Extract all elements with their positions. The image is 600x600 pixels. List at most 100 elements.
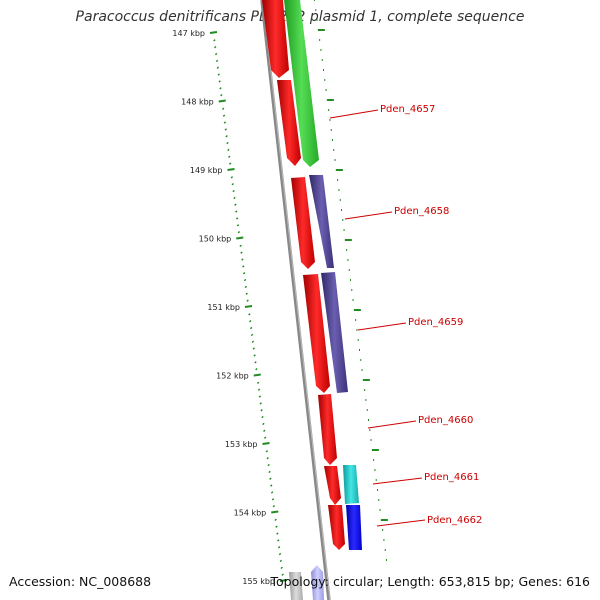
ruler-minor-tick	[240, 251, 243, 254]
ruler-minor-tick	[242, 272, 246, 275]
ruler-minor-tick	[259, 402, 262, 405]
ruler-minor-tick	[274, 518, 277, 522]
forward-strand-genes	[284, 0, 362, 600]
ruler-tick-label: 149 kbp	[190, 166, 223, 175]
ruler-minor-tick	[278, 552, 282, 556]
ruler-major-tick	[244, 305, 253, 308]
ruler-minor-tick	[232, 189, 235, 193]
gene-arrow-red[interactable]	[291, 177, 315, 269]
ruler-minor-tick	[222, 114, 226, 117]
gene-arrow-blue[interactable]	[346, 505, 362, 550]
ruler-minor-tick	[254, 361, 257, 364]
ruler-minor-tick	[250, 333, 254, 337]
ruler-minor-tick	[258, 395, 262, 398]
ruler-minor-tick	[214, 45, 217, 49]
gene-label[interactable]: Pden_4661	[424, 472, 479, 483]
gene-arrow-red[interactable]	[262, 0, 289, 78]
ruler-minor-tick	[270, 484, 273, 487]
ruler-minor-tick	[280, 566, 283, 570]
ruler-minor-tick	[246, 299, 249, 302]
ruler-major-tick	[271, 510, 279, 514]
ruler-minor-tick	[223, 121, 227, 124]
ruler-minor-tick	[272, 504, 276, 508]
ruler-tick-label: 155 kbp	[242, 577, 275, 586]
ruler-minor-tick	[215, 59, 219, 63]
reverse-strand-genes	[262, 0, 345, 600]
ruler-minor-tick	[261, 415, 264, 419]
gene-label[interactable]: Pden_4657	[380, 104, 435, 115]
ruler-minor-tick	[225, 135, 228, 138]
gene-arrow-lightblue[interactable]	[311, 565, 324, 600]
ruler-minor-tick	[249, 319, 252, 323]
gene-arrow-green[interactable]	[284, 0, 319, 167]
ruler-major-tick	[227, 168, 235, 171]
gene-label-group: Pden_4657 Pden_4658 Pden_4659 Pden_4660 …	[329, 104, 482, 527]
ruler-minor-tick	[251, 340, 255, 343]
ruler-tick-label: 151 kbp	[207, 303, 240, 312]
ruler-labels: 147 kbp 148 kbp 149 kbp 150 kbp 151 kbp 152 k…	[172, 29, 275, 586]
position-ruler	[209, 31, 288, 582]
ruler-minor-tick	[270, 491, 274, 494]
ruler-tick-label: 153 kbp	[225, 440, 258, 449]
gene-label[interactable]: Pden_4660	[418, 415, 473, 426]
ruler-minor-tick	[226, 141, 229, 145]
ruler-minor-tick	[256, 381, 260, 385]
ruler-minor-tick	[216, 66, 220, 69]
ruler-minor-tick	[279, 559, 283, 563]
ruler-minor-tick	[269, 477, 272, 480]
ruler-minor-tick	[218, 80, 221, 83]
ruler-minor-tick	[219, 87, 222, 90]
ruler-minor-tick	[224, 128, 227, 131]
gene-arrow-cyan[interactable]	[343, 465, 359, 504]
gene-arrow-purple[interactable]	[321, 272, 348, 393]
ruler-minor-tick	[239, 244, 242, 248]
gene-arrow-red[interactable]	[303, 274, 330, 393]
ruler-minor-tick	[243, 278, 247, 282]
ruler-minor-tick	[248, 313, 251, 316]
ruler-minor-tick	[253, 354, 256, 357]
ruler-minor-tick	[213, 39, 216, 42]
ruler-minor-tick	[217, 73, 220, 76]
ruler-minor-tick	[263, 436, 267, 439]
gene-arrow-red[interactable]	[277, 80, 301, 166]
ruler-minor-tick	[244, 285, 248, 289]
gene-label[interactable]: Pden_4662	[427, 515, 482, 526]
ruler-minor-tick	[268, 470, 271, 474]
ruler-minor-tick	[234, 203, 237, 206]
ruler-tick-label: 154 kbp	[234, 509, 267, 518]
ruler-minor-tick	[241, 258, 244, 261]
ruler-minor-tick	[277, 546, 281, 549]
gene-label[interactable]: Pden_4658	[394, 206, 449, 217]
ruler-minor-tick	[220, 93, 223, 97]
ruler-minor-tick	[237, 230, 241, 234]
gene-label[interactable]: Pden_4659	[408, 317, 463, 328]
gene-arrow-red[interactable]	[324, 466, 341, 505]
gene-arrow-red[interactable]	[328, 505, 345, 550]
ruler-minor-tick	[228, 162, 232, 165]
ruler-major-tick	[253, 373, 261, 377]
ruler-tick-label: 150 kbp	[199, 235, 232, 244]
ruler-minor-tick	[221, 107, 225, 111]
ruler-minor-tick	[263, 429, 266, 433]
ruler-minor-tick	[277, 539, 280, 542]
ruler-minor-tick	[227, 148, 230, 152]
ruler-minor-tick	[245, 292, 248, 296]
topology-summary: Topology: circular; Length: 653,815 bp; …	[270, 574, 591, 589]
ruler-minor-tick	[235, 210, 238, 213]
ruler-minor-tick	[242, 265, 245, 268]
ruler-minor-tick	[231, 182, 234, 186]
ruler-tick-label: 152 kbp	[216, 372, 249, 381]
ruler-major-tick	[209, 31, 218, 34]
ruler-minor-tick	[271, 498, 275, 501]
ruler-minor-tick	[275, 525, 278, 528]
gene-arrow-grey[interactable]	[289, 572, 303, 600]
ruler-major-tick	[262, 442, 270, 445]
ruler-major-tick	[279, 579, 288, 582]
gene-arrow-red[interactable]	[318, 394, 337, 465]
ruler-minor-tick	[276, 532, 279, 535]
ruler-minor-tick	[262, 422, 265, 426]
ruler-minor-tick	[236, 224, 240, 227]
accession-text: Accession: NC_008688	[9, 574, 152, 589]
gene-arrow-purple[interactable]	[309, 175, 334, 268]
